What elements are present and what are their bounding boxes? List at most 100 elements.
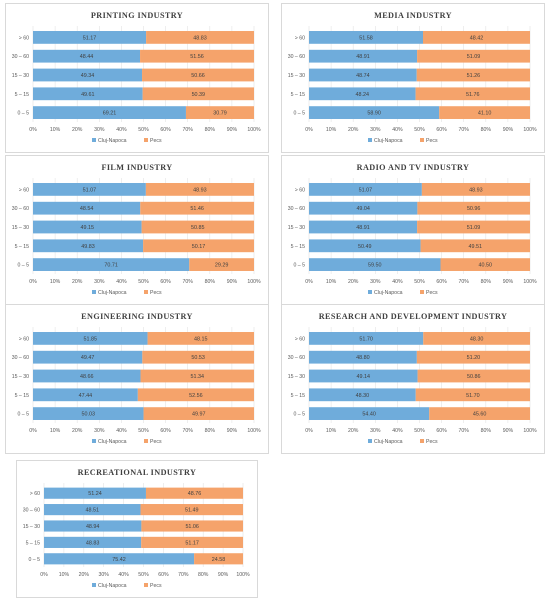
x-tick-label: 80% — [481, 127, 492, 133]
chart-svg: RADIO AND TV INDUSTRY 0% 10% 20% 30% 40% 50% 60… — [288, 163, 537, 296]
legend-swatch — [144, 439, 148, 443]
x-tick-label: 20% — [79, 572, 90, 578]
category-label: 30 – 60 — [23, 508, 40, 514]
legend-label: Pecs — [426, 138, 438, 144]
x-tick-label: 0% — [40, 572, 48, 578]
legend-label: Pecs — [150, 439, 162, 445]
category-label: > 60 — [295, 336, 305, 342]
bar-segment — [417, 201, 530, 215]
chart-panel-media: MEDIA INDUSTRY 0% 10% 20% 30% 40% 50% 60% 70% 80%… — [281, 3, 545, 153]
x-tick-label: 30% — [370, 428, 381, 434]
legend-label: Cluj-Napoca — [98, 439, 127, 445]
legend-label: Cluj-Napoca — [374, 138, 403, 144]
legend-label: Pecs — [150, 138, 162, 144]
bar-segment — [143, 239, 254, 253]
bar-segment — [194, 553, 243, 565]
data-label: 41.10 — [478, 111, 492, 117]
data-label: 49.83 — [81, 244, 95, 250]
chart-title: FILM INDUSTRY — [101, 163, 172, 172]
x-tick-label: 10% — [50, 428, 61, 434]
bar-segment — [417, 49, 530, 63]
bar-segment — [420, 239, 530, 253]
category-label: 15 – 30 — [288, 73, 305, 79]
legend-swatch — [92, 583, 96, 587]
data-label: 29.29 — [215, 263, 229, 269]
bar-segment — [309, 31, 423, 44]
bar-segment — [33, 31, 147, 44]
x-tick-label: 70% — [183, 279, 194, 285]
x-tick-label: 80% — [198, 572, 209, 578]
data-label: 48.15 — [194, 336, 208, 342]
bar-segment — [142, 68, 254, 82]
data-label: 51.70 — [359, 336, 373, 342]
legend-label: Cluj-Napoca — [98, 583, 127, 589]
legend-label: Cluj-Napoca — [374, 290, 403, 296]
chart-svg: RECREATIONAL INDUSTRY 0% 10% 20% 30% 40% 50% 60… — [23, 468, 250, 589]
data-label: 51.17 — [83, 35, 97, 41]
legend-swatch — [92, 138, 96, 142]
data-label: 50.85 — [191, 225, 205, 231]
bar-segment — [33, 87, 143, 101]
bar-segment — [309, 220, 418, 234]
data-label: 49.47 — [81, 355, 95, 361]
bar-segment — [415, 388, 530, 402]
data-label: 50.49 — [358, 244, 372, 250]
bar-segment — [439, 106, 530, 119]
x-tick-label: 30% — [94, 127, 105, 133]
x-tick-label: 20% — [72, 127, 83, 133]
bar-segment — [309, 87, 416, 101]
x-tick-label: 80% — [481, 279, 492, 285]
x-tick-label: 100% — [247, 279, 261, 285]
data-label: 51.07 — [83, 187, 97, 193]
x-tick-label: 0% — [29, 428, 37, 434]
bar-segment — [44, 553, 195, 565]
x-tick-label: 10% — [59, 572, 70, 578]
data-label: 49.61 — [81, 92, 95, 98]
category-label: 0 – 5 — [28, 557, 40, 563]
data-label: 50.03 — [82, 412, 96, 418]
data-label: 52.56 — [189, 393, 203, 399]
category-label: 5 – 15 — [15, 92, 30, 98]
data-label: 45.60 — [473, 412, 487, 418]
x-tick-label: 60% — [158, 572, 169, 578]
category-label: 0 – 5 — [17, 263, 29, 269]
legend-label: Pecs — [426, 439, 438, 445]
legend-swatch — [420, 439, 424, 443]
x-tick-label: 40% — [116, 279, 127, 285]
bar-segment — [44, 487, 146, 499]
x-tick-label: 50% — [138, 127, 149, 133]
data-label: 48.54 — [80, 206, 94, 212]
x-tick-label: 100% — [523, 428, 537, 434]
category-label: 15 – 30 — [12, 374, 29, 380]
bar-segment — [309, 183, 422, 196]
data-label: 51.70 — [466, 393, 480, 399]
data-label: 48.93 — [193, 187, 207, 193]
bar-segment — [140, 49, 254, 63]
x-tick-label: 50% — [138, 572, 149, 578]
bar-segment — [145, 183, 254, 196]
x-tick-label: 20% — [348, 279, 359, 285]
bar-segment — [141, 220, 254, 234]
x-tick-label: 10% — [326, 279, 337, 285]
category-label: 5 – 15 — [15, 244, 30, 250]
data-label: 48.83 — [86, 540, 100, 546]
data-label: 50.53 — [191, 355, 205, 361]
category-label: 30 – 60 — [12, 206, 29, 212]
legend-label: Cluj-Napoca — [98, 290, 127, 296]
x-tick-label: 40% — [116, 127, 127, 133]
data-label: 49.34 — [81, 73, 95, 79]
chart-svg: PRINTING INDUSTRY 0% 10% 20% 30% 40% 50% 60% 70%… — [12, 11, 261, 144]
category-label: 30 – 60 — [288, 355, 305, 361]
data-label: 48.51 — [86, 508, 100, 514]
x-tick-label: 10% — [50, 127, 61, 133]
x-tick-label: 70% — [459, 127, 470, 133]
data-label: 51.58 — [359, 35, 373, 41]
chart-title: PRINTING INDUSTRY — [91, 11, 183, 20]
bar-segment — [33, 201, 141, 215]
bar-segment — [415, 87, 530, 101]
x-tick-label: 80% — [481, 428, 492, 434]
bar-segment — [33, 239, 144, 253]
category-label: 5 – 15 — [291, 92, 306, 98]
bar-segment — [143, 407, 254, 420]
legend-swatch — [368, 138, 372, 142]
